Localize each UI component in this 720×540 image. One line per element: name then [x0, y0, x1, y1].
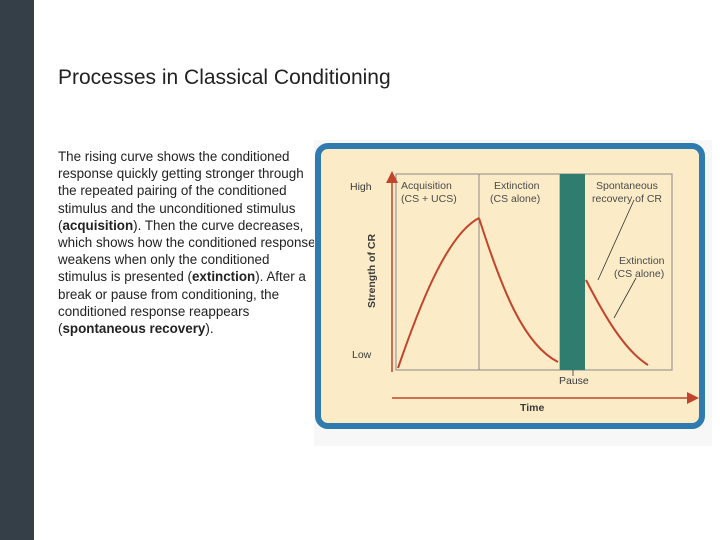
- extinction-curve: [478, 217, 559, 363]
- phase-recovery-title: Spontaneous: [596, 180, 658, 192]
- conditioning-figure: Strength of CR High Low Acquisition (CS …: [314, 140, 712, 446]
- y-high-label: High: [350, 181, 372, 193]
- pause-label: Pause: [559, 375, 589, 387]
- extinction2-title: Extinction: [619, 255, 665, 267]
- y-axis-label: Strength of CR: [366, 234, 378, 308]
- conditioning-diagram: Strength of CR High Low Acquisition (CS …: [315, 143, 705, 429]
- paragraph-segment: ).: [205, 321, 214, 337]
- paragraph-segment: ). After a break or pause from condition…: [58, 269, 306, 337]
- x-axis-label: Time: [520, 402, 544, 414]
- y-low-label: Low: [352, 349, 372, 361]
- paragraph-term: acquisition: [62, 217, 134, 233]
- paragraph-term: spontaneous recovery: [62, 321, 206, 337]
- extinction2-pointer: [613, 277, 637, 319]
- paragraph-segment: The rising curve shows the conditioned r…: [58, 149, 304, 233]
- paragraph-term: extinction: [191, 269, 256, 285]
- phase-recovery-subtitle: recovery of CR: [592, 193, 662, 205]
- slide-sidebar-bar: [0, 0, 34, 540]
- recovery-curve: [585, 279, 649, 366]
- pause-bar: [560, 174, 585, 370]
- slide-title: Processes in Classical Conditioning: [58, 66, 391, 89]
- slide-paragraph: The rising curve shows the conditioned r…: [58, 148, 316, 337]
- phase-extinction-title: Extinction: [494, 180, 540, 192]
- acquisition-curve: [397, 217, 480, 369]
- recovery-pointer: [597, 199, 635, 281]
- phase-extinction-subtitle: (CS alone): [490, 193, 540, 205]
- phase-acquisition-title: Acquisition: [401, 180, 452, 192]
- phase-acquisition-subtitle: (CS + UCS): [401, 193, 457, 205]
- extinction2-subtitle: (CS alone): [614, 268, 664, 280]
- plot-panel: [395, 173, 673, 371]
- paragraph-segment: ). Then the curve decreases, which shows…: [58, 217, 316, 285]
